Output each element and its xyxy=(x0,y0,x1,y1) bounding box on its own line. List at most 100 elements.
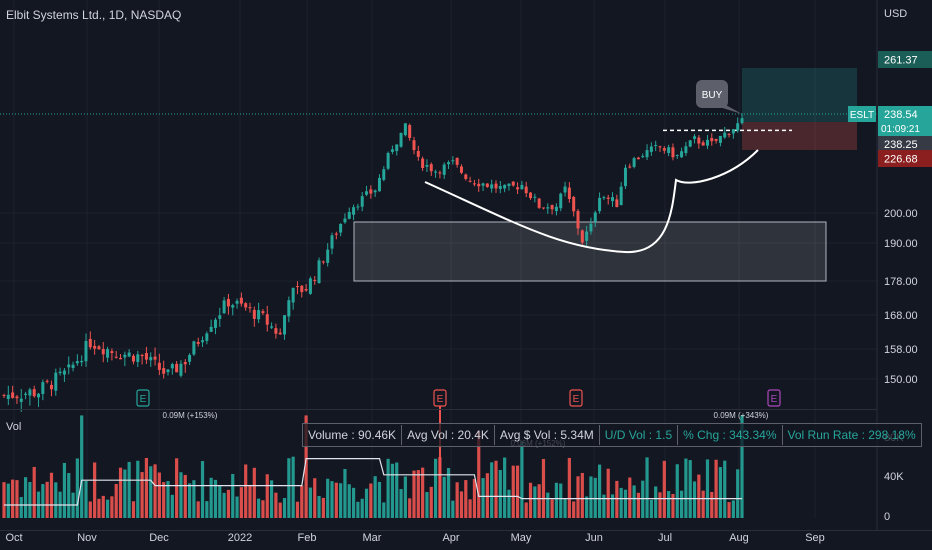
volume-bar xyxy=(317,495,321,518)
candle-body xyxy=(356,206,360,208)
volume-bar xyxy=(136,460,140,518)
candle-body xyxy=(585,231,589,241)
candle-body xyxy=(511,181,515,186)
candle-body xyxy=(140,354,144,357)
volume-bar xyxy=(481,478,485,518)
volume-bar xyxy=(641,480,645,518)
candle-body xyxy=(343,218,347,223)
candle-body xyxy=(11,392,15,398)
candle-body xyxy=(516,187,520,190)
candle-body xyxy=(101,349,105,355)
candle-body xyxy=(37,393,41,398)
candle-body xyxy=(645,150,649,158)
volume-bar xyxy=(490,462,494,518)
volume-bar xyxy=(684,458,688,518)
volume-bar xyxy=(179,472,183,518)
candle-body xyxy=(481,183,485,186)
volume-bar xyxy=(649,499,653,518)
volume-bar xyxy=(585,496,589,518)
earnings-label: E xyxy=(140,394,147,405)
volume-bar xyxy=(507,489,511,518)
volume-bar xyxy=(304,415,308,518)
volume-bar xyxy=(610,494,615,518)
volume-bar xyxy=(295,501,300,518)
volume-bar xyxy=(455,482,459,518)
price-tick-label: 168.00 xyxy=(884,310,918,322)
candle-body xyxy=(412,140,416,151)
candle-body xyxy=(593,212,597,222)
volume-bar xyxy=(144,457,149,518)
volume-bar xyxy=(23,477,28,518)
volume-bar xyxy=(459,491,464,518)
volume-bar xyxy=(390,463,395,518)
candle-body xyxy=(714,138,718,141)
candle-body xyxy=(507,183,511,186)
candle-body xyxy=(416,151,420,157)
volume-bar xyxy=(468,499,472,518)
price-axis-bg xyxy=(877,0,932,550)
volume-bar xyxy=(373,476,377,518)
prev-price-badge-bg xyxy=(878,136,932,152)
volume-bar xyxy=(679,490,684,518)
candle-body xyxy=(563,186,567,193)
candle-body xyxy=(106,349,110,358)
volume-bar xyxy=(261,500,265,518)
volume-bar xyxy=(80,415,84,518)
candle-body xyxy=(464,174,468,179)
candle-body xyxy=(192,341,196,355)
volume-bar xyxy=(572,501,576,518)
candle-body xyxy=(559,193,563,209)
candle-body xyxy=(274,328,278,334)
candle-body xyxy=(97,346,101,350)
volume-bar xyxy=(364,488,369,518)
target-zone xyxy=(742,68,857,122)
volume-bar xyxy=(580,472,584,518)
volume-bar xyxy=(166,481,170,518)
last-price-badge-bg xyxy=(878,106,932,136)
time-tick-label: Dec xyxy=(149,532,169,544)
candle-body xyxy=(71,364,75,369)
candle-body xyxy=(54,372,58,391)
volume-bar xyxy=(347,484,351,518)
volume-bar xyxy=(183,474,187,518)
last-price-badge: 238.54 xyxy=(884,109,918,121)
candles xyxy=(2,113,744,412)
candle-body xyxy=(649,146,653,152)
candle-body xyxy=(49,384,53,390)
volume-bar xyxy=(269,480,274,518)
candle-body xyxy=(710,138,714,142)
volume-bar xyxy=(477,430,481,518)
volume-bar xyxy=(541,458,546,518)
volume-bar xyxy=(118,467,123,518)
volume-bar xyxy=(45,481,49,518)
candle-body xyxy=(369,189,373,194)
candle-body xyxy=(218,315,222,319)
candle-body xyxy=(442,164,446,175)
volume-bar xyxy=(740,415,744,518)
volume-bar xyxy=(239,487,243,518)
candle-body xyxy=(731,129,735,134)
time-tick-label: Jul xyxy=(658,532,672,544)
candle-body xyxy=(382,169,386,180)
candle-body xyxy=(623,167,627,187)
volume-bar xyxy=(282,498,287,518)
volume-bar xyxy=(308,487,313,518)
candle-body xyxy=(688,140,692,147)
countdown-badge: 01:09:21 xyxy=(881,124,920,135)
volume-bar xyxy=(244,464,248,518)
candle-body xyxy=(209,326,213,332)
candle-body xyxy=(554,206,558,212)
volume-bar xyxy=(710,491,714,518)
volume-bar xyxy=(451,500,455,518)
price-tick-label: 150.00 xyxy=(884,374,918,386)
volume-bar xyxy=(576,476,580,518)
candle-body xyxy=(201,340,205,343)
volume-bar xyxy=(110,496,114,518)
stat-pct-chg: % Chg : 343.34% xyxy=(678,425,783,445)
volume-bar xyxy=(597,464,602,518)
volume-bar xyxy=(54,482,58,518)
candle-body xyxy=(222,300,226,314)
volume-bar xyxy=(231,474,235,518)
volume-bar xyxy=(498,470,502,518)
